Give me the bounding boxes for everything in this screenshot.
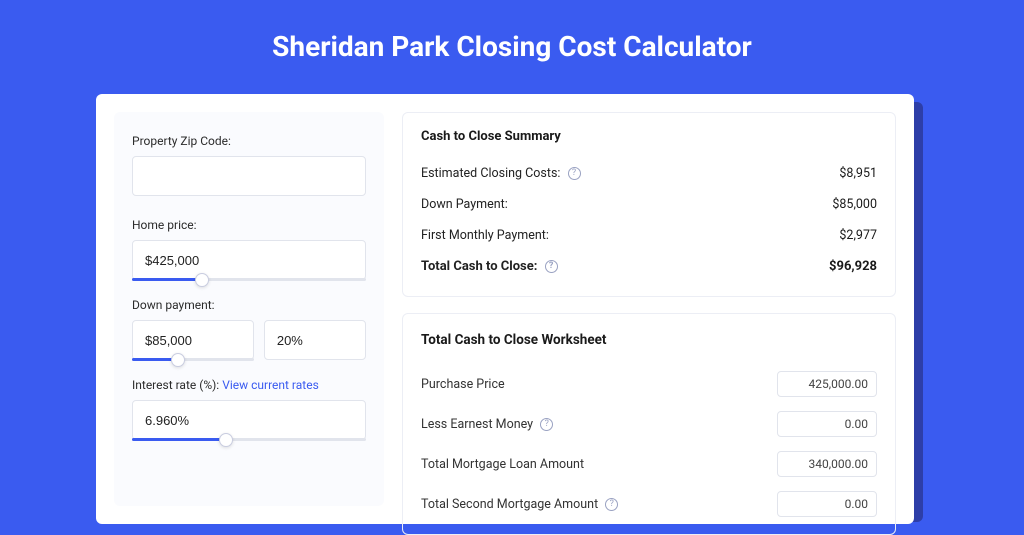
interest-rate-field: Interest rate (%): View current rates <box>132 378 366 440</box>
summary-total-value: $96,928 <box>829 259 877 274</box>
summary-label-text: Estimated Closing Costs: <box>421 166 560 181</box>
help-icon[interactable]: ? <box>540 418 553 431</box>
worksheet-row-second-mortgage: Total Second Mortgage Amount ? 0.00 <box>421 484 877 524</box>
home-price-slider-thumb[interactable] <box>195 273 209 287</box>
summary-title: Cash to Close Summary <box>421 129 877 144</box>
help-icon[interactable]: ? <box>605 498 618 511</box>
page-title: Sheridan Park Closing Cost Calculator <box>0 0 1024 89</box>
interest-rate-input[interactable] <box>132 400 366 440</box>
worksheet-row-earnest-money: Less Earnest Money ? 0.00 <box>421 404 877 444</box>
worksheet-row-mortgage-loan: Total Mortgage Loan Amount 340,000.00 <box>421 444 877 484</box>
down-payment-slider-wrap <box>132 320 254 360</box>
interest-rate-label: Interest rate (%): View current rates <box>132 378 366 392</box>
summary-value: $85,000 <box>832 197 877 212</box>
worksheet-title: Total Cash to Close Worksheet <box>421 332 877 348</box>
interest-rate-slider-wrap <box>132 400 366 440</box>
worksheet-row-purchase-price: Purchase Price 425,000.00 <box>421 364 877 404</box>
home-price-input[interactable] <box>132 240 366 280</box>
summary-row-down-payment: Down Payment: $85,000 <box>421 189 877 220</box>
home-price-label: Home price: <box>132 218 366 232</box>
summary-row-closing-costs: Estimated Closing Costs: ? $8,951 <box>421 158 877 189</box>
interest-rate-label-text: Interest rate (%): <box>132 378 219 392</box>
summary-label: First Monthly Payment: <box>421 228 549 243</box>
down-payment-pct-input[interactable] <box>264 320 366 360</box>
summary-row-total: Total Cash to Close: ? $96,928 <box>421 251 877 282</box>
worksheet-value[interactable]: 0.00 <box>777 411 877 437</box>
home-price-slider-wrap <box>132 240 366 280</box>
calculator-card: Property Zip Code: Home price: Down paym… <box>96 94 914 524</box>
home-price-slider-fill <box>132 278 202 281</box>
inputs-panel: Property Zip Code: Home price: Down paym… <box>114 112 384 506</box>
help-icon[interactable]: ? <box>545 260 558 273</box>
summary-label: Down Payment: <box>421 197 508 212</box>
home-price-field: Home price: <box>132 218 366 280</box>
summary-panel: Cash to Close Summary Estimated Closing … <box>402 112 896 297</box>
interest-rate-slider-thumb[interactable] <box>219 433 233 447</box>
zip-label: Property Zip Code: <box>132 134 366 148</box>
worksheet-value[interactable]: 425,000.00 <box>777 371 877 397</box>
summary-value: $2,977 <box>839 228 877 243</box>
summary-total-label-text: Total Cash to Close: <box>421 259 537 274</box>
worksheet-panel: Total Cash to Close Worksheet Purchase P… <box>402 313 896 535</box>
worksheet-value[interactable]: 340,000.00 <box>777 451 877 477</box>
down-payment-input[interactable] <box>132 320 254 360</box>
worksheet-label: Total Second Mortgage Amount ? <box>421 497 618 512</box>
worksheet-value[interactable]: 0.00 <box>777 491 877 517</box>
worksheet-label: Total Mortgage Loan Amount <box>421 457 584 472</box>
worksheet-label-text: Total Second Mortgage Amount <box>421 497 598 512</box>
down-payment-label: Down payment: <box>132 298 366 312</box>
worksheet-label-text: Less Earnest Money <box>421 417 533 432</box>
down-payment-field: Down payment: <box>132 298 366 360</box>
summary-value: $8,951 <box>839 166 877 181</box>
zip-input[interactable] <box>132 156 366 196</box>
results-column: Cash to Close Summary Estimated Closing … <box>402 112 896 506</box>
help-icon[interactable]: ? <box>568 167 581 180</box>
interest-rate-slider-fill <box>132 438 226 441</box>
zip-field: Property Zip Code: <box>132 134 366 196</box>
view-current-rates-link[interactable]: View current rates <box>222 378 319 392</box>
worksheet-label: Less Earnest Money ? <box>421 417 553 432</box>
worksheet-label: Purchase Price <box>421 377 505 392</box>
summary-row-first-payment: First Monthly Payment: $2,977 <box>421 220 877 251</box>
down-payment-slider-thumb[interactable] <box>171 353 185 367</box>
summary-total-label: Total Cash to Close: ? <box>421 259 558 274</box>
summary-label: Estimated Closing Costs: ? <box>421 166 581 181</box>
